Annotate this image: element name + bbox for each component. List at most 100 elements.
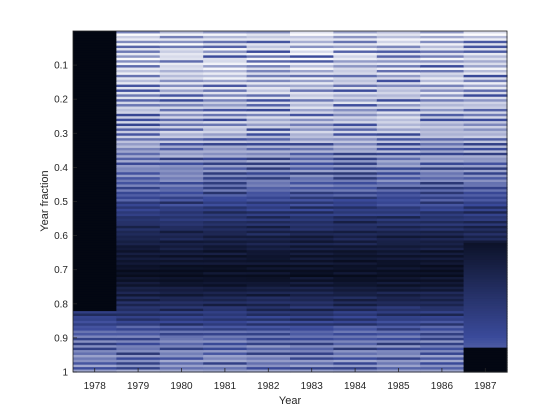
heatmap-cell: [203, 315, 248, 320]
heatmap-cell: [376, 162, 421, 166]
heatmap-cell: [73, 152, 117, 156]
heatmap-cell: [290, 267, 334, 271]
heatmap-cell: [73, 177, 117, 181]
heatmap-cell: [159, 364, 204, 368]
heatmap-cell: [463, 201, 508, 205]
heatmap-cell: [246, 57, 291, 61]
heatmap-cell: [159, 259, 204, 263]
heatmap-cell: [333, 82, 378, 86]
heatmap-cell: [376, 216, 421, 220]
heatmap-cell: [420, 208, 465, 212]
heatmap-cell: [420, 272, 465, 276]
heatmap-cell: [420, 162, 465, 166]
heatmap-cell: [333, 340, 378, 344]
heatmap-cell: [420, 333, 465, 337]
heatmap-cell: [246, 143, 291, 147]
heatmap-cell: [376, 286, 421, 290]
heatmap-cell: [463, 259, 508, 263]
heatmap-cell: [290, 347, 334, 351]
heatmap-cell: [159, 174, 204, 178]
heatmap-cell: [159, 277, 204, 281]
heatmap-cell: [203, 123, 248, 127]
heatmap-cell: [203, 325, 248, 329]
heatmap-cell: [333, 284, 378, 288]
heatmap-cell: [246, 262, 291, 266]
heatmap-cell: [159, 121, 204, 125]
heatmap-cell: [73, 45, 117, 49]
heatmap-cell: [116, 323, 161, 327]
heatmap-cell: [246, 350, 291, 354]
heatmap-cell: [376, 186, 421, 190]
heatmap-cell: [420, 220, 465, 225]
heatmap-cell: [73, 298, 117, 302]
heatmap-cell: [73, 206, 117, 210]
heatmap-cell: [246, 130, 291, 134]
heatmap-cell: [420, 238, 465, 242]
heatmap-cell: [463, 179, 508, 183]
heatmap-cell: [376, 252, 421, 256]
heatmap-cell: [159, 274, 204, 278]
heatmap-cell: [116, 40, 161, 44]
heatmap-cell: [290, 296, 334, 300]
heatmap-cell: [376, 31, 421, 35]
heatmap-cell: [116, 267, 161, 271]
heatmap-cell: [463, 191, 508, 195]
heatmap-cell: [73, 125, 117, 130]
heatmap-cell: [73, 357, 117, 361]
heatmap-cell: [376, 104, 421, 108]
heatmap-cell: [463, 242, 508, 246]
heatmap-cell: [203, 38, 248, 42]
heatmap-cell: [333, 91, 378, 95]
heatmap-cell: [73, 337, 117, 341]
heatmap-cell: [290, 342, 334, 346]
heatmap-cell: [159, 52, 204, 56]
heatmap-cell: [116, 274, 161, 278]
heatmap-cell: [246, 201, 291, 205]
heatmap-cell: [376, 277, 421, 281]
heatmap-cell: [376, 267, 421, 271]
heatmap-cell: [463, 40, 508, 44]
heatmap-cell: [463, 31, 508, 35]
heatmap-cell: [159, 306, 204, 310]
heatmap-cell: [333, 38, 378, 42]
heatmap-cell: [376, 60, 421, 64]
y-tick-label: 0.9: [54, 333, 68, 344]
heatmap-cell: [159, 323, 204, 327]
heatmap-cell: [333, 72, 378, 76]
heatmap-cell: [463, 94, 508, 98]
heatmap-cell: [376, 289, 421, 293]
heatmap-cell: [376, 79, 421, 83]
heatmap-cell: [159, 223, 204, 227]
heatmap-cell: [73, 65, 117, 69]
heatmap-cell: [290, 272, 334, 276]
heatmap-cell: [420, 72, 465, 76]
heatmap-cell: [420, 35, 465, 39]
heatmap-cell: [376, 303, 421, 307]
heatmap-cell: [290, 269, 334, 273]
heatmap-cell: [463, 335, 508, 339]
heatmap-cell: [463, 240, 508, 244]
heatmap-cell: [420, 172, 465, 176]
heatmap-cell: [290, 155, 334, 159]
heatmap-cell: [290, 362, 334, 366]
heatmap-cell: [246, 160, 291, 164]
heatmap-cell: [290, 247, 334, 251]
heatmap-cell: [463, 252, 508, 256]
heatmap-cell: [246, 206, 291, 210]
heatmap-cell: [420, 125, 465, 130]
heatmap-cell: [290, 99, 334, 103]
heatmap-cell: [116, 218, 161, 222]
heatmap-cell: [376, 191, 421, 195]
heatmap-cell: [203, 94, 248, 98]
heatmap-cell: [333, 235, 378, 239]
heatmap-cell: [290, 67, 334, 71]
heatmap-cell: [159, 201, 204, 205]
heatmap-cell: [246, 315, 291, 320]
heatmap-cell: [376, 189, 421, 193]
heatmap-cell: [420, 277, 465, 281]
heatmap-cell: [333, 40, 378, 44]
heatmap-cell: [246, 40, 291, 44]
heatmap-cell: [116, 133, 161, 137]
heatmap-cell: [333, 306, 378, 310]
heatmap-cell: [290, 135, 334, 139]
